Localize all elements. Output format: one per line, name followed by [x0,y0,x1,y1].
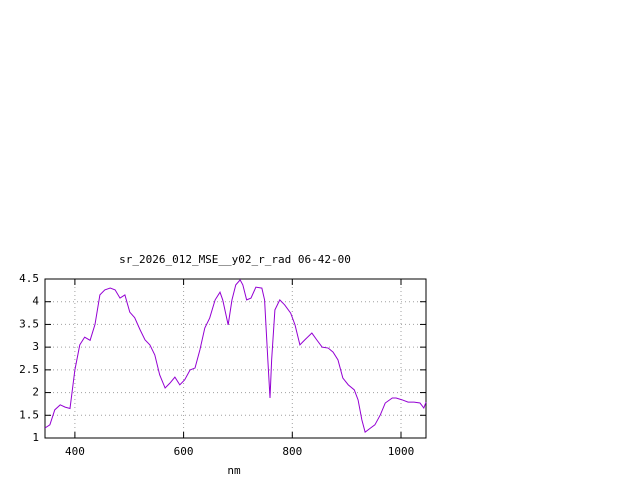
x-tick-label: 800 [282,445,302,458]
x-axis-label: nm [227,464,241,477]
x-tick-label: 1000 [388,445,415,458]
y-tick-label: 2.5 [19,363,39,376]
y-tick-label: 3 [32,340,39,353]
y-tick-label: 4.5 [19,272,39,285]
y-tick-label: 2 [32,386,39,399]
y-tick-label: 4 [32,295,39,308]
y-tick-label: 1 [32,431,39,444]
x-tick-label: 600 [174,445,194,458]
plot-frame [44,278,427,439]
y-tick-label: 3.5 [19,317,39,330]
y-tick-label: 1.5 [19,408,39,421]
x-tick-label: 400 [65,445,85,458]
data-line [44,279,427,433]
chart-title: sr_2026_012_MSE__y02_r_rad 06-42-00 [119,253,351,266]
